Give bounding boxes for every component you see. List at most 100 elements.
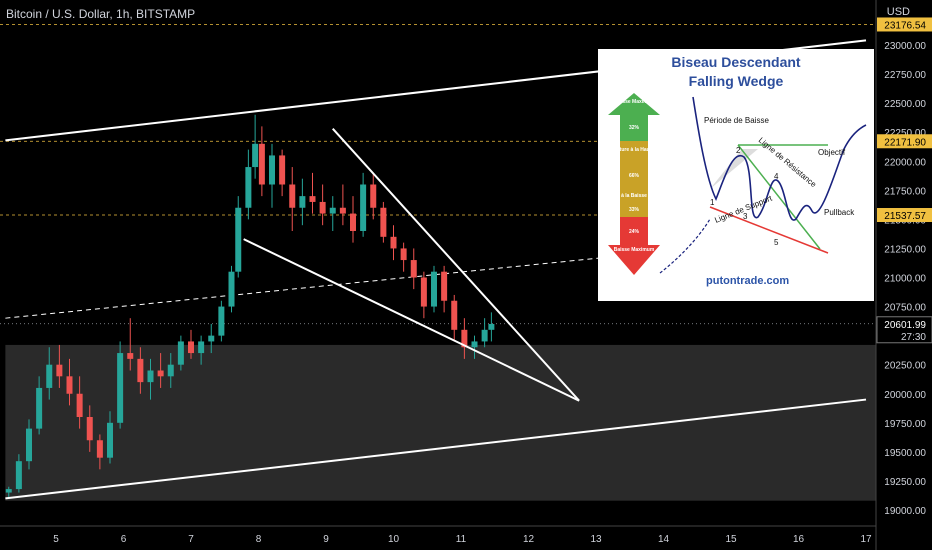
scale-bottom-label: Baisse Maximum — [614, 247, 655, 253]
candle-body-47 — [471, 341, 478, 348]
y-tick-label: 21250.00 — [884, 244, 926, 255]
scale-mid-label-down: à la Baisse — [621, 193, 647, 199]
candle-body-14 — [147, 370, 154, 383]
candle-body-35 — [350, 213, 356, 231]
candle-body-12 — [127, 353, 134, 359]
scale-pct-mid-down: 33% — [629, 207, 640, 213]
price-badge-2 — [877, 208, 932, 223]
x-tick-label: 8 — [256, 534, 262, 545]
scale-pct-low: 24% — [629, 229, 640, 235]
symbol-title: Bitcoin / U.S. Dollar, 1h, BITSTAMP — [6, 7, 196, 21]
candle-body-46 — [461, 329, 468, 348]
candle-body-20 — [208, 335, 215, 342]
y-tick-label: 21750.00 — [884, 186, 926, 197]
x-tick-label: 13 — [590, 534, 602, 545]
price-badge-label-1: 22171.90 — [884, 137, 926, 148]
trendline-wedge-support — [243, 238, 580, 402]
falling-wedge-illustration: Biseau Descendant Falling Wedge Hausse M… — [598, 49, 874, 301]
y-tick-label: 19250.00 — [884, 477, 926, 488]
candle-body-45 — [451, 300, 458, 330]
candle-body-0 — [5, 489, 12, 493]
candle-body-49 — [488, 324, 495, 330]
inset-title-en: Falling Wedge — [688, 73, 784, 89]
candle-body-17 — [177, 341, 184, 365]
wave-point-4: 4 — [774, 172, 779, 181]
support-line — [709, 206, 829, 254]
range-box — [5, 344, 876, 501]
x-tick-label: 15 — [725, 534, 737, 545]
y-tick-label: 21000.00 — [884, 274, 926, 285]
y-tick-label: 20000.00 — [884, 390, 926, 401]
price-badge-label-3: 20601.99 — [884, 320, 926, 331]
candle-body-33 — [329, 207, 336, 214]
price-badge-0 — [877, 17, 932, 32]
candle-body-37 — [370, 184, 377, 208]
candle-body-13 — [137, 358, 144, 383]
x-tick-label: 7 — [188, 534, 194, 545]
x-tick-label: 17 — [860, 534, 872, 545]
wave-point-1: 1 — [710, 198, 715, 207]
candle-body-31 — [309, 196, 316, 202]
objectif-label: Objectif — [818, 148, 846, 157]
candle-body-43 — [431, 271, 437, 307]
y-tick-label: 19750.00 — [884, 419, 926, 430]
candle-body-9 — [96, 440, 103, 458]
trendline-channel-lower — [5, 398, 867, 500]
candle-body-10 — [107, 422, 113, 458]
candle-body-22 — [228, 271, 235, 307]
candle-body-28 — [279, 155, 286, 185]
candle-body-23 — [235, 207, 242, 272]
candle-body-39 — [390, 236, 397, 249]
y-tick-label: 22250.00 — [884, 128, 926, 139]
candle-body-41 — [410, 260, 417, 278]
resistance-line — [737, 144, 821, 250]
candle-body-29 — [289, 184, 296, 208]
y-tick-label: 22750.00 — [884, 70, 926, 81]
x-tick-label: 12 — [523, 534, 535, 545]
price-badge-3 — [876, 316, 932, 344]
candle-body-15 — [157, 370, 164, 377]
candle-body-8 — [86, 417, 93, 441]
candle-body-16 — [167, 364, 174, 377]
wedge-diagram: Hausse Maximum 32% Rupture à la Hausse 66% à… — [608, 93, 867, 275]
candle-body-40 — [400, 248, 407, 261]
candle-body-32 — [319, 201, 326, 214]
scale-mid-label: Rupture à la Hausse — [610, 147, 658, 153]
x-tick-label: 11 — [456, 534, 467, 545]
candle-body-7 — [76, 393, 83, 417]
candle-body-19 — [198, 341, 205, 354]
scale-top-label: Hausse Maximum — [613, 99, 656, 105]
y-tick-label: 20250.00 — [884, 361, 926, 372]
candle-body-21 — [218, 306, 225, 336]
scale-up-arrow — [608, 93, 660, 141]
candle-body-38 — [380, 207, 387, 237]
scale-pct-mid-up: 66% — [629, 173, 640, 179]
y-tick-label: 23000.00 — [884, 41, 926, 52]
x-tick-label: 9 — [323, 534, 329, 545]
candle-body-4 — [46, 364, 53, 388]
breakdown-path — [659, 218, 711, 274]
candle-body-1 — [15, 461, 22, 490]
x-tick-label: 10 — [388, 534, 400, 545]
price-badge-1 — [877, 134, 932, 149]
candle-body-11 — [117, 353, 124, 423]
candle-body-27 — [269, 155, 275, 185]
y-tick-label: 19000.00 — [884, 506, 926, 517]
x-tick-label: 16 — [793, 534, 805, 545]
wave-point-3: 3 — [743, 212, 748, 221]
inset-url: putontrade.com — [706, 275, 790, 287]
trendline-wedge-resistance — [332, 128, 580, 402]
x-tick-label: 5 — [53, 534, 59, 545]
candle-body-34 — [339, 207, 346, 214]
candle-body-6 — [66, 376, 73, 394]
candle-body-18 — [188, 341, 194, 354]
y-tick-label: 19500.00 — [884, 448, 926, 459]
candle-body-5 — [56, 364, 63, 377]
candle-body-30 — [299, 196, 306, 208]
candle-body-25 — [252, 143, 259, 168]
x-tick-label: 6 — [121, 534, 127, 545]
scale-down-arrow — [608, 217, 660, 275]
wave-point-5: 5 — [774, 238, 779, 247]
